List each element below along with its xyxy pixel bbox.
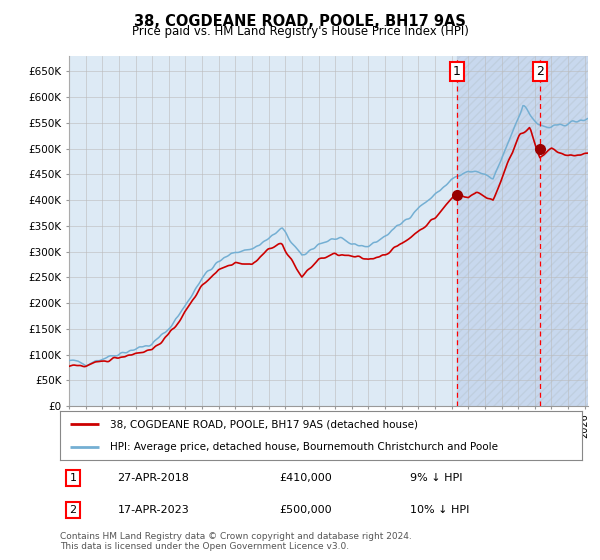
Text: £410,000: £410,000: [279, 473, 332, 483]
Bar: [457, 56, 588, 406]
Text: 38, COGDEANE ROAD, POOLE, BH17 9AS: 38, COGDEANE ROAD, POOLE, BH17 9AS: [134, 14, 466, 29]
Text: £500,000: £500,000: [279, 505, 332, 515]
Text: Price paid vs. HM Land Registry's House Price Index (HPI): Price paid vs. HM Land Registry's House …: [131, 25, 469, 38]
Text: HPI: Average price, detached house, Bournemouth Christchurch and Poole: HPI: Average price, detached house, Bour…: [110, 442, 497, 452]
Text: 17-APR-2023: 17-APR-2023: [118, 505, 189, 515]
Text: 1: 1: [70, 473, 77, 483]
Text: 2: 2: [70, 505, 77, 515]
Text: 38, COGDEANE ROAD, POOLE, BH17 9AS (detached house): 38, COGDEANE ROAD, POOLE, BH17 9AS (deta…: [110, 419, 418, 430]
Bar: [457, 56, 588, 406]
Text: 10% ↓ HPI: 10% ↓ HPI: [410, 505, 469, 515]
Text: 1: 1: [453, 65, 461, 78]
Text: 2: 2: [536, 65, 544, 78]
Text: 27-APR-2018: 27-APR-2018: [118, 473, 189, 483]
Text: Contains HM Land Registry data © Crown copyright and database right 2024.
This d: Contains HM Land Registry data © Crown c…: [60, 532, 412, 552]
Text: 9% ↓ HPI: 9% ↓ HPI: [410, 473, 462, 483]
